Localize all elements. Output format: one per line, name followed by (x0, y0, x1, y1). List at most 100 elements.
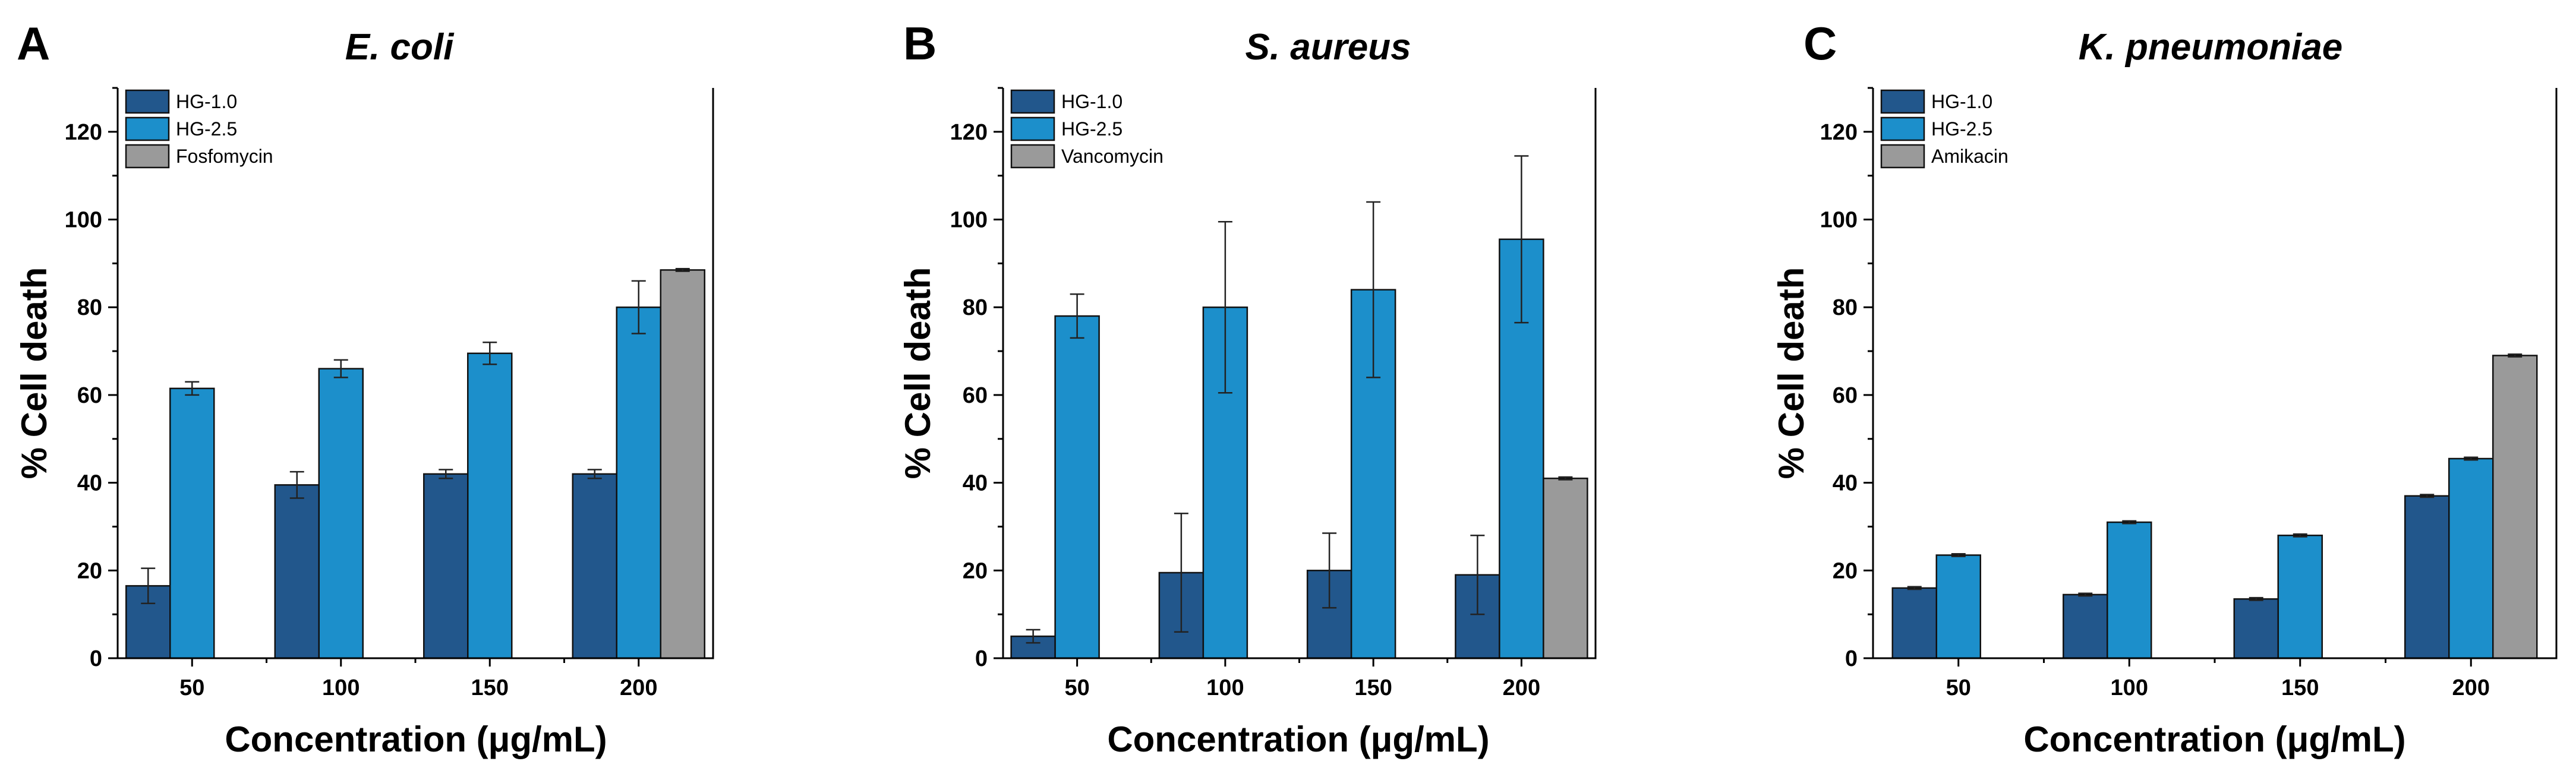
legend-swatch (1880, 144, 1925, 169)
y-tick-label: 20 (963, 558, 988, 583)
legend-swatch (1010, 116, 1055, 141)
x-tick-label: 50 (1946, 675, 1971, 700)
bar-hg-2-5-200 (616, 306, 661, 659)
bar-hg-2-5-100 (318, 368, 364, 659)
error-bar-hg-1-0-200 (587, 469, 602, 479)
legend-label: HG-2.5 (1061, 118, 1123, 140)
error-bar-hg-2-5-200 (1514, 155, 1529, 324)
x-tick-label: 100 (2111, 675, 2148, 700)
bar-hg-2-5-50 (1054, 315, 1100, 659)
bar-hg-2-5-200 (2448, 457, 2494, 659)
error-bar-hg-2-5-200 (2464, 456, 2479, 461)
error-bar-hg-2-5-100 (2122, 520, 2137, 525)
x-tick-label: 50 (179, 675, 204, 700)
y-tick-label: 60 (77, 383, 102, 408)
error-bar-hg-1-0-150 (1322, 532, 1337, 609)
bar-hg-2-5-50 (169, 387, 215, 659)
legend-swatch (1880, 89, 1925, 114)
panel-c: C K. pneumoniae 0 20 40 60 80 100 120 50 100 150 200… (1771, 17, 2558, 759)
error-bar-hg-2-5-150 (2293, 533, 2307, 538)
panel-letter: C (1803, 17, 1837, 70)
legend-swatch (1880, 116, 1925, 141)
error-bar-hg-1-0-100 (289, 470, 304, 499)
bar-hg-1-0-150 (423, 473, 469, 659)
x-tick-label: 150 (2281, 675, 2319, 700)
panel-title: K. pneumoniae (2079, 27, 2342, 68)
bar-hg-1-0-200 (2404, 495, 2450, 659)
error-bar-hg-1-0-50 (1026, 629, 1041, 644)
error-bar-hg-1-0-200 (2420, 494, 2435, 498)
legend-swatch (125, 116, 170, 141)
error-bar-hg-2-5-50 (185, 381, 200, 396)
legend-label: HG-2.5 (1931, 118, 1992, 140)
error-bar-fosfomycin-200 (675, 267, 690, 272)
y-tick-label: 60 (1833, 383, 1858, 408)
x-axis-label: Concentration (μg/mL) (1107, 719, 1489, 759)
bar-hg-1-0-150 (2233, 598, 2279, 659)
bar-hg-2-5-150 (2277, 534, 2323, 659)
error-bar-hg-2-5-50 (1070, 293, 1084, 339)
error-bar-hg-1-0-100 (2078, 592, 2093, 597)
panel-a: A E. coli 0 20 40 60 80 100 120 50 100 150 200 Concen… (14, 17, 714, 759)
y-tick-label: 100 (950, 208, 988, 233)
legend-swatch (125, 89, 170, 114)
legend-swatch (1010, 144, 1055, 169)
legend-label: Amikacin (1931, 146, 2009, 167)
x-tick-label: 150 (1354, 675, 1392, 700)
y-axis-label: % Cell death (1771, 267, 1811, 479)
y-tick-label: 80 (77, 295, 102, 320)
bar-hg-2-5-50 (1935, 554, 1981, 659)
error-bar-hg-1-0-50 (141, 567, 156, 604)
x-tick-label: 200 (2452, 675, 2490, 700)
y-tick-label: 40 (963, 471, 988, 496)
y-tick-label: 0 (1845, 646, 1858, 671)
bar-vancomycin-200 (1543, 477, 1588, 659)
y-tick-label: 80 (963, 295, 988, 320)
bar-hg-1-0-200 (572, 473, 617, 659)
error-bar-hg-2-5-100 (1218, 220, 1232, 394)
y-tick-label: 120 (950, 120, 988, 145)
bar-hg-2-5-150 (467, 352, 513, 659)
error-bar-vancomycin-200 (1558, 476, 1573, 481)
legend: HG-1.0 HG-2.5 Amikacin (1880, 89, 2009, 169)
x-tick-label: 50 (1064, 675, 1089, 700)
legend-label: Fosfomycin (176, 146, 273, 167)
error-bar-amikacin-200 (2508, 353, 2523, 358)
error-bar-hg-1-0-200 (1470, 534, 1485, 615)
error-bar-hg-2-5-150 (483, 342, 497, 365)
bar-hg-1-0-100 (274, 484, 320, 659)
panel-title: E. coli (345, 27, 455, 68)
bar-amikacin-200 (2492, 355, 2538, 659)
bar-fosfomycin-200 (660, 269, 705, 659)
y-tick-label: 100 (65, 208, 102, 233)
y-axis-label: % Cell death (14, 267, 54, 479)
legend-label: HG-1.0 (1061, 91, 1123, 112)
bar-hg-1-0-100 (2063, 593, 2108, 659)
y-tick-label: 60 (963, 383, 988, 408)
x-tick-label: 200 (1503, 675, 1540, 700)
error-bar-hg-1-0-150 (439, 469, 453, 479)
error-bar-hg-2-5-200 (631, 280, 646, 334)
panel-b: B S. aureus 0 20 40 60 80 100 120 50 100 150 200 Conc… (898, 17, 1597, 759)
error-bar-hg-1-0-50 (1907, 586, 1922, 590)
legend-label: HG-1.0 (1931, 91, 1992, 112)
x-axis-label: Concentration (μg/mL) (2023, 719, 2405, 759)
bar-hg-1-0-50 (1891, 587, 1937, 659)
y-tick-label: 100 (1820, 208, 1858, 233)
legend-swatch (125, 144, 170, 169)
panel-letter: B (903, 17, 937, 70)
legend-label: HG-2.5 (176, 118, 237, 140)
y-axis-label: % Cell death (898, 267, 938, 479)
y-tick-label: 120 (1820, 120, 1858, 145)
error-bar-hg-2-5-50 (1951, 552, 1966, 557)
error-bar-hg-2-5-100 (333, 359, 348, 378)
legend-label: Vancomycin (1061, 146, 1164, 167)
y-tick-label: 120 (65, 120, 102, 145)
x-axis-label: Concentration (μg/mL) (225, 719, 607, 759)
panel-title: S. aureus (1245, 27, 1411, 68)
legend: HG-1.0 HG-2.5 Vancomycin (1010, 89, 1164, 169)
y-tick-label: 80 (1833, 295, 1858, 320)
y-tick-label: 0 (975, 646, 988, 671)
legend-swatch (1010, 89, 1055, 114)
